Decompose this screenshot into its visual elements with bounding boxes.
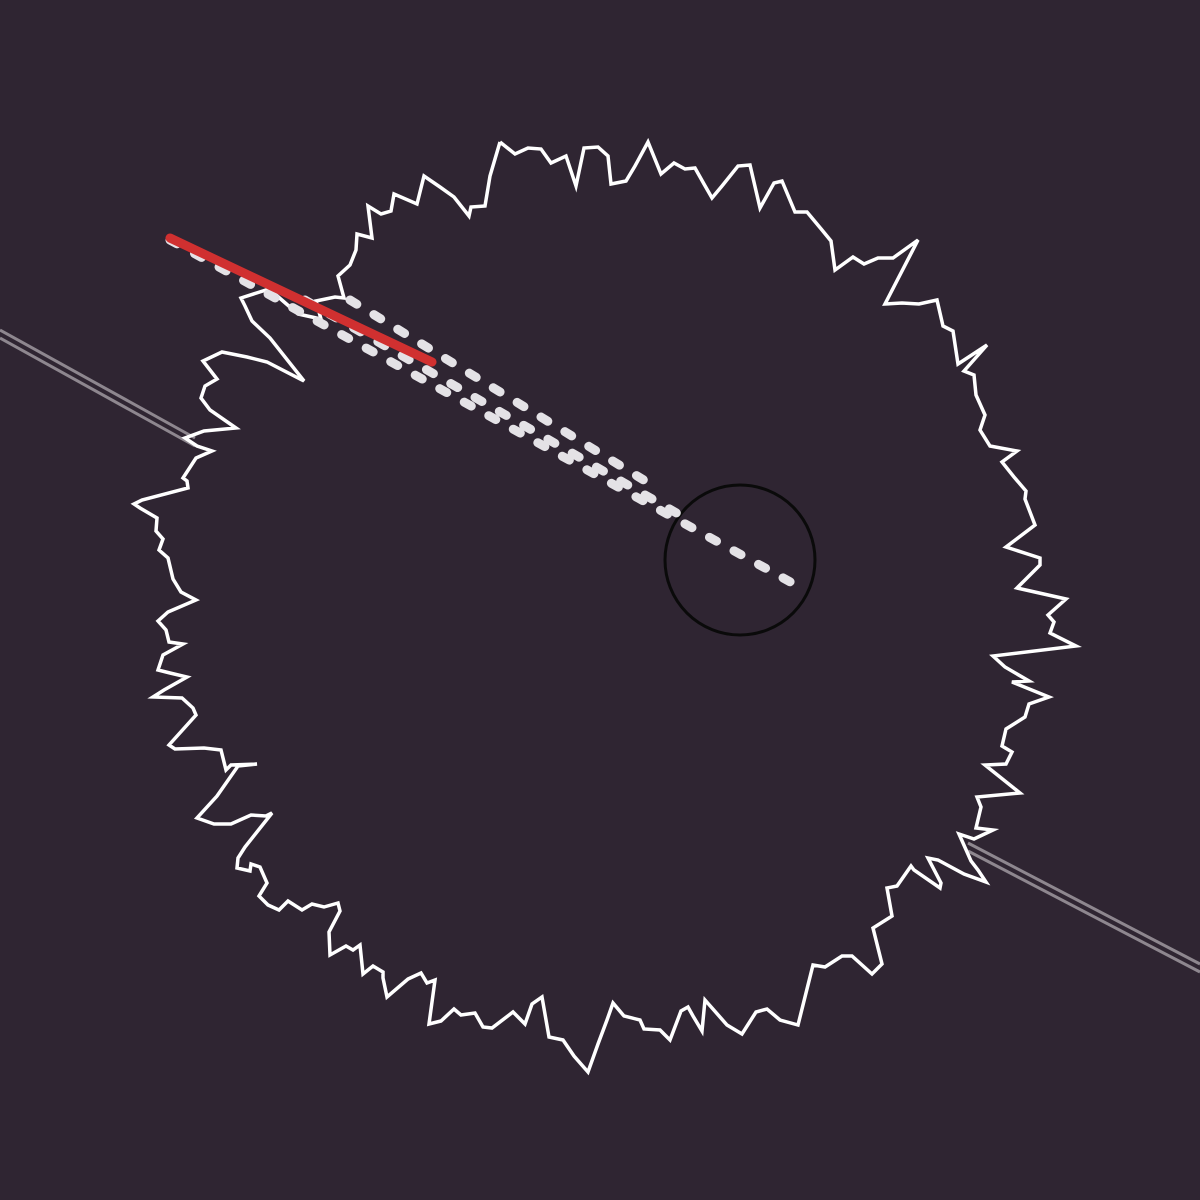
trajectory-guides <box>165 235 810 595</box>
asteroid-outline <box>130 137 1082 1076</box>
trajectory-line-2 <box>300 295 685 520</box>
trajectory-line-3 <box>345 295 665 495</box>
target-circle[interactable] <box>663 483 817 637</box>
track-lower-right <box>967 841 1200 974</box>
trajectory-line-1 <box>165 235 810 595</box>
track-upper-left <box>0 328 196 448</box>
shot-indicator <box>165 233 437 367</box>
